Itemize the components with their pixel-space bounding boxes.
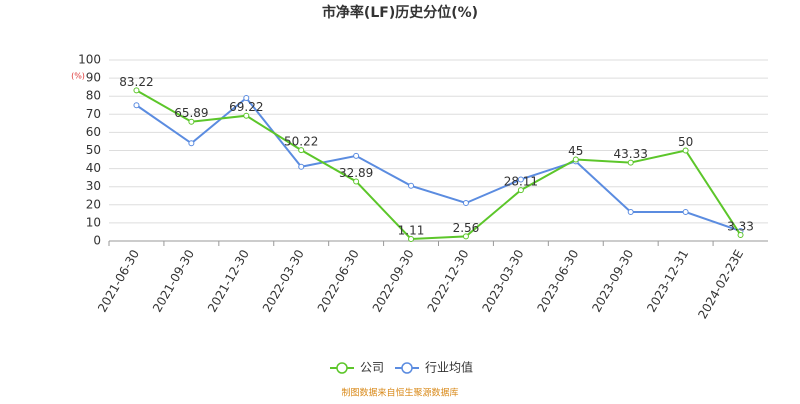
point [627, 209, 634, 216]
series-line [135, 89, 742, 241]
point [353, 178, 360, 185]
x-tick-label: 2022-03-30 [260, 247, 307, 314]
x-tick-label: 2024-02-23E [695, 247, 746, 321]
point [737, 231, 744, 238]
point [298, 163, 305, 170]
x-tick-label: 2022-06-30 [315, 247, 362, 314]
x-tick-label: 2021-12-30 [205, 247, 252, 314]
y-tick-label: 80 [86, 89, 101, 103]
point [462, 233, 469, 240]
data-label: 1.11 [398, 223, 425, 237]
point [408, 182, 415, 189]
x-tick-label: 2021-09-30 [150, 247, 197, 314]
legend-marker [401, 362, 413, 374]
y-tick-label: 0 [93, 234, 101, 248]
y-tick-label: 10 [86, 215, 101, 229]
point [188, 118, 195, 125]
x-tick-label: 2023-03-30 [480, 247, 527, 314]
point [188, 140, 195, 147]
x-tick-label: 2021-06-30 [95, 247, 142, 314]
point [298, 147, 305, 154]
data-label: 50 [678, 135, 693, 149]
series-line [135, 96, 741, 232]
x-tick-label: 2022-09-30 [370, 247, 417, 314]
y-tick-label: 20 [86, 197, 101, 211]
data-label: 45 [568, 144, 583, 158]
data-label: 65.89 [174, 106, 208, 120]
y-tick-label: 70 [86, 107, 101, 121]
data-label: 50.22 [284, 135, 318, 149]
y-tick-label: 40 [86, 161, 101, 175]
point [517, 187, 524, 194]
point [462, 199, 469, 206]
y-axis-label: (%) [71, 72, 85, 81]
data-label: 28.11 [504, 175, 538, 189]
point [243, 95, 250, 102]
data-label: 43.33 [614, 147, 648, 161]
point [682, 209, 689, 216]
data-label: 2.56 [453, 221, 480, 235]
y-tick-label: 50 [86, 143, 101, 157]
legend-label: 公司 [360, 361, 384, 375]
point [682, 147, 689, 154]
y-tick-label: 60 [86, 125, 101, 139]
x-tick-label: 2023-09-30 [589, 247, 636, 314]
legend-label: 行业均值 [425, 360, 473, 375]
source: 制图数据来自恒生聚源数据库 [341, 387, 458, 399]
point [517, 176, 524, 183]
point [627, 159, 634, 166]
point [572, 156, 579, 163]
x-tick-label: 2023-12-31 [644, 247, 691, 314]
x-tick-label: 2022-12-30 [425, 247, 472, 314]
y-tick-label: 90 [86, 71, 101, 85]
point [353, 152, 360, 159]
data-label: 83.22 [119, 75, 153, 89]
data-label: 69.22 [229, 100, 263, 114]
point [243, 112, 250, 119]
y-tick-label: 30 [86, 179, 101, 193]
point [408, 235, 415, 242]
data-label: 32.89 [339, 166, 373, 180]
y-tick-label: 100 [78, 53, 101, 67]
point [133, 87, 140, 94]
legend-marker [336, 362, 348, 374]
x-tick-label: 2023-06-30 [534, 247, 581, 314]
data-label: 3.33 [727, 219, 754, 233]
point [133, 102, 140, 109]
chart-title: 市净率(LF)历史分位(%) [322, 4, 478, 21]
